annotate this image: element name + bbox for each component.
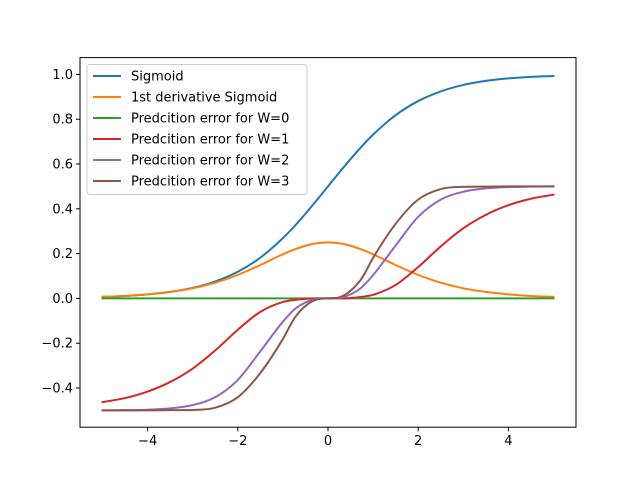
- x-tick-label: 4: [504, 434, 512, 449]
- legend-item-predcition-error-for-w-2: Predcition error for W=2: [93, 154, 289, 169]
- x-axis: −4 −2 0 2 4: [138, 427, 513, 449]
- y-axis: −0.4 −0.2 0.0 0.2 0.4 0.6 0.8 1.0: [41, 68, 80, 397]
- legend-item-1st-derivative-sigmoid: 1st derivative Sigmoid: [93, 91, 277, 106]
- y-tick-label: 0.0: [52, 292, 73, 307]
- legend-label: Predcition error for W=3: [131, 175, 289, 190]
- legend: Sigmoid 1st derivative Sigmoid Predcition …: [86, 64, 308, 195]
- x-tick-label: 2: [414, 434, 422, 449]
- y-tick-label: 0.6: [52, 158, 73, 173]
- y-tick-label: −0.4: [41, 382, 73, 397]
- series-line-predcition-error-for-w-3: [101, 185, 555, 412]
- legend-box: [86, 64, 308, 195]
- y-tick-label: 1.0: [52, 68, 73, 83]
- x-tick-label: 0: [324, 434, 332, 449]
- legend-item-predcition-error-for-w-1: Predcition error for W=1: [93, 133, 289, 148]
- series-lines: [101, 74, 555, 412]
- legend-label: Predcition error for W=2: [131, 154, 289, 169]
- series-line-1st-derivative-sigmoid: [101, 241, 555, 298]
- legend-label: Predcition error for W=1: [131, 133, 289, 148]
- legend-label: Predcition error for W=0: [131, 112, 289, 127]
- legend-item-predcition-error-for-w-0: Predcition error for W=0: [93, 112, 289, 127]
- y-tick-label: 0.8: [52, 113, 73, 128]
- legend-label: Sigmoid: [131, 70, 184, 85]
- y-tick-label: −0.2: [41, 337, 73, 352]
- y-tick-label: 0.2: [52, 247, 73, 262]
- y-tick-label: 0.4: [52, 202, 73, 217]
- legend-item-predcition-error-for-w-3: Predcition error for W=3: [93, 175, 289, 190]
- legend-label: 1st derivative Sigmoid: [131, 91, 277, 106]
- legend-item-sigmoid: Sigmoid: [93, 70, 184, 85]
- x-tick-label: −4: [138, 434, 157, 449]
- x-tick-label: −2: [228, 434, 247, 449]
